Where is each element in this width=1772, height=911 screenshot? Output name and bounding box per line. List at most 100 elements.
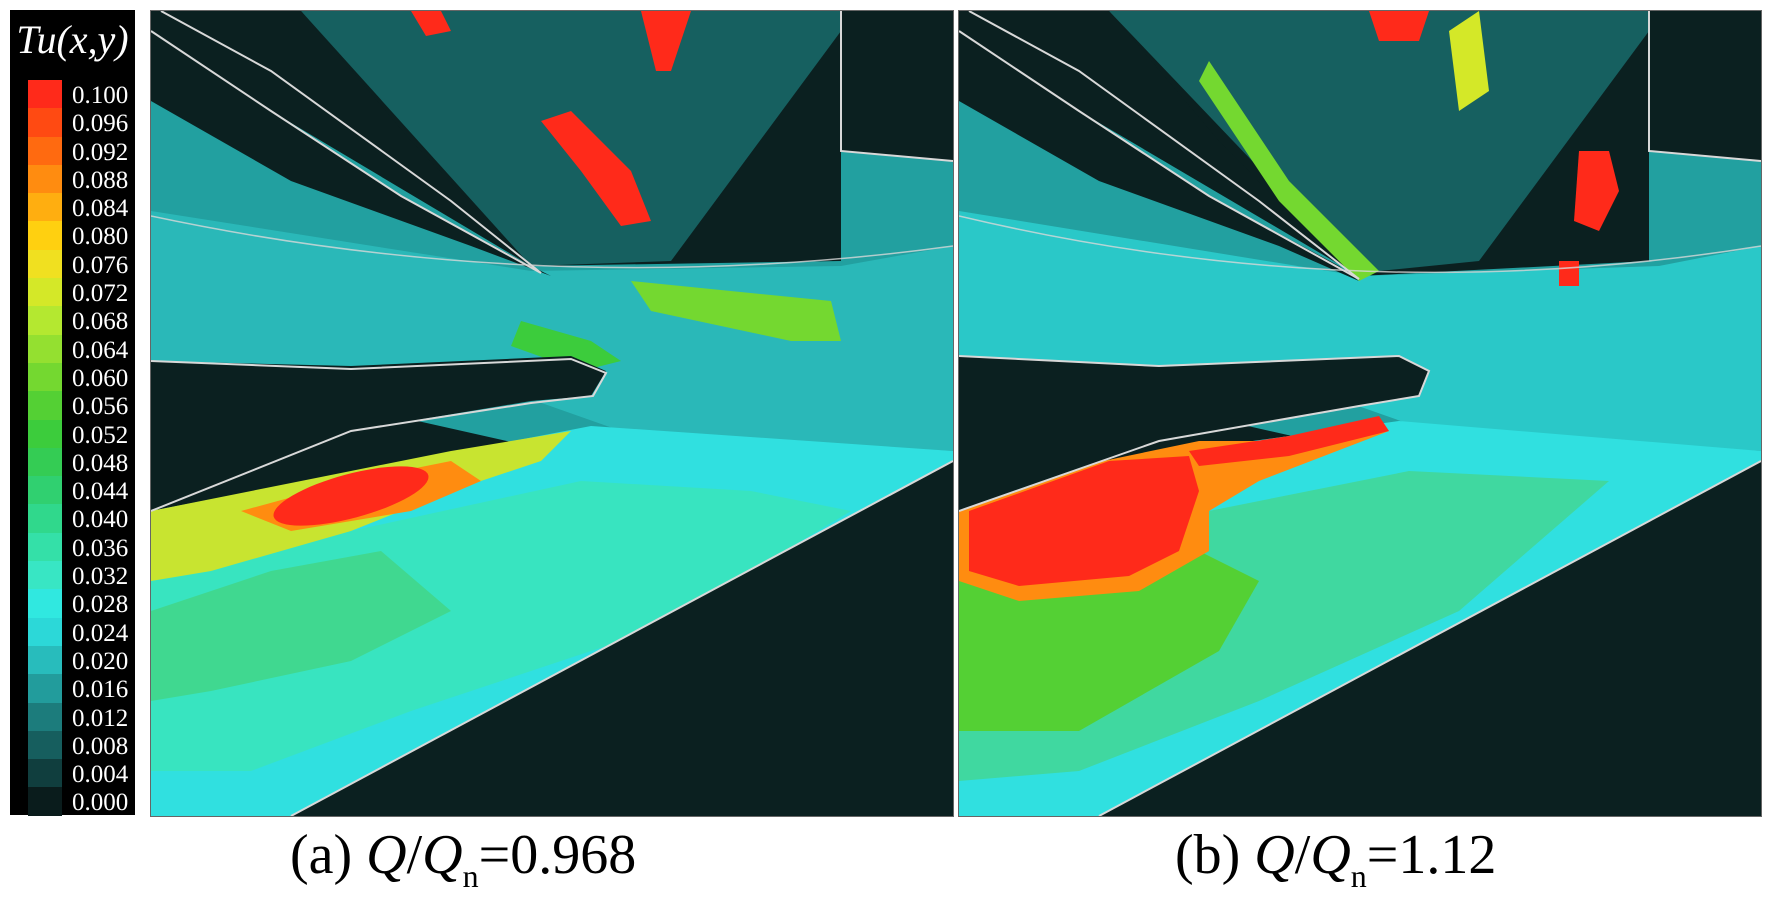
caption-b-subscript: n <box>1350 858 1367 894</box>
legend-swatch <box>28 221 62 250</box>
contour-plot-b <box>958 10 1762 817</box>
legend-label: 0.040 <box>72 506 129 534</box>
blade-outline-3 <box>151 357 608 512</box>
legend-label: 0.060 <box>72 364 129 392</box>
wall-outline <box>1098 460 1761 816</box>
caption-b-prefix: (b) <box>1175 824 1255 886</box>
legend-label: 0.088 <box>72 166 129 194</box>
legend-swatch <box>28 193 62 222</box>
legend-row: 0.004 <box>10 759 135 788</box>
legend-label: 0.028 <box>72 591 129 619</box>
caption-a: (a) Q/Qn=0.968 <box>290 820 636 911</box>
legend-row: 0.052 <box>10 419 135 449</box>
contour-svg-a <box>151 11 953 816</box>
wake-patch-3 <box>1559 261 1579 286</box>
caption-a-subscript: n <box>462 858 479 894</box>
lower-blade <box>959 356 1429 511</box>
wake-streak-yellow <box>1449 11 1489 111</box>
right-wall-outline <box>840 11 953 162</box>
legend-label: 0.100 <box>72 82 129 109</box>
legend-label: 0.068 <box>72 308 129 336</box>
legend-label: 0.096 <box>72 110 129 138</box>
legend-label: 0.048 <box>72 449 129 477</box>
legend-row: 0.060 <box>10 362 135 392</box>
legend-label: 0.044 <box>72 478 129 506</box>
wake-streak-green <box>511 321 621 371</box>
legend-swatch <box>28 787 62 816</box>
legend-swatch <box>28 645 62 675</box>
legend-row: 0.068 <box>10 306 135 336</box>
wake-patch-1 <box>1574 151 1619 231</box>
legend-swatch <box>28 532 62 562</box>
legend-swatch <box>28 164 62 194</box>
legend-swatch <box>28 476 62 505</box>
legend-swatch <box>28 730 62 760</box>
contour-plot-a <box>150 10 954 817</box>
legend-swatch <box>28 617 62 646</box>
legend-label: 0.084 <box>72 195 129 223</box>
legend-swatch <box>28 108 62 137</box>
legend-swatch <box>28 249 62 279</box>
legend-swatch <box>28 362 62 392</box>
contour-svg-b <box>959 11 1761 816</box>
caption-a-slash: / <box>406 824 423 886</box>
legend-label: 0.072 <box>72 280 129 308</box>
caption-b: (b) Q/Qn=1.12 <box>1175 820 1496 911</box>
legend-row: 0.084 <box>10 193 135 223</box>
blade-outline-1 <box>959 30 1360 280</box>
caption-b-value: =1.12 <box>1366 824 1497 886</box>
legend-label: 0.024 <box>72 619 129 647</box>
legend-label: 0.032 <box>72 563 129 591</box>
legend-row: 0.076 <box>10 249 135 279</box>
colorbar-legend: Tu(x,y) 0.100 0.096 0.092 0.088 0.084 0.080 0.… <box>10 10 135 817</box>
legend-row: 0.040 <box>10 504 135 534</box>
legend-row: 0.092 <box>10 136 135 166</box>
legend-swatch <box>28 419 62 448</box>
legend-row: 0.088 <box>10 164 135 194</box>
wall-outline <box>290 460 953 816</box>
legend-swatch <box>28 759 62 788</box>
legend-label: 0.092 <box>72 138 129 166</box>
upper-passage-field <box>1109 11 1649 273</box>
legend-row: 0.048 <box>10 447 135 477</box>
legend-row: 0.000 <box>10 787 135 817</box>
legend-row: 0.100 <box>10 80 135 109</box>
legend-label: 0.012 <box>72 704 129 732</box>
wake-streak-green <box>1199 61 1379 281</box>
separation-core <box>969 456 1199 586</box>
legend-row: 0.036 <box>10 532 135 562</box>
shear-layer-core <box>273 466 429 526</box>
legend-swatch <box>28 561 62 590</box>
interface-arc <box>151 215 953 269</box>
blade-outline-2 <box>968 11 1360 280</box>
legend-swatch <box>28 278 62 307</box>
legend-swatch <box>28 334 62 363</box>
caption-a-value: =0.968 <box>478 824 637 886</box>
right-wall <box>1649 11 1761 161</box>
legend-row: 0.056 <box>10 391 135 421</box>
legend-label: 0.000 <box>72 789 129 817</box>
legend-title: Tu(x,y) <box>16 17 129 62</box>
blade-outline-1 <box>151 30 542 274</box>
legend-swatch <box>28 80 62 109</box>
legend-row: 0.064 <box>10 334 135 364</box>
legend-swatch <box>28 447 62 477</box>
legend-row: 0.012 <box>10 702 135 732</box>
caption-a-qn: Q <box>422 824 463 886</box>
legend-label: 0.052 <box>72 421 129 449</box>
lower-flow-core <box>151 481 851 771</box>
legend-swatch <box>28 589 62 618</box>
legend-label: 0.080 <box>72 223 129 251</box>
legend-label: 0.076 <box>72 251 129 279</box>
legend-row: 0.024 <box>10 617 135 647</box>
legend-label: 0.036 <box>72 534 129 562</box>
legend-label: 0.064 <box>72 336 129 364</box>
legend-row: 0.080 <box>10 221 135 251</box>
wake-patch-2 <box>1369 11 1429 41</box>
right-wall-outline <box>1648 11 1761 162</box>
lower-flow-green <box>151 551 451 701</box>
legend-label: 0.056 <box>72 393 129 421</box>
right-wall <box>841 11 953 161</box>
lower-blade <box>151 356 606 511</box>
legend-swatch <box>28 391 62 420</box>
